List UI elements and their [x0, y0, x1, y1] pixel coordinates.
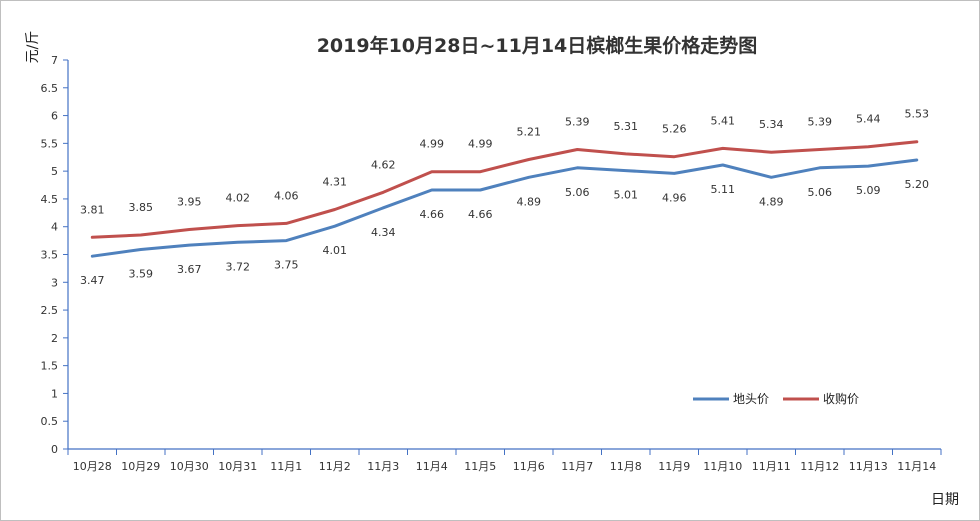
data-label: 3.67: [177, 263, 202, 276]
data-label: 3.47: [80, 274, 105, 287]
data-label: 3.72: [226, 260, 251, 273]
data-label: 4.66: [468, 208, 493, 221]
y-tick-label: 1.5: [41, 360, 59, 373]
data-label: 3.95: [177, 195, 202, 208]
y-tick-label: 4.5: [41, 193, 59, 206]
data-label: 5.31: [614, 120, 639, 133]
data-label: 5.26: [662, 123, 687, 136]
y-axis-title: 元/斤: [25, 31, 41, 64]
data-label: 4.89: [759, 195, 784, 208]
x-tick-label: 11月6: [513, 460, 545, 473]
x-tick-label: 11月13: [849, 460, 888, 473]
x-axis-ticks: 10月28 10月29 10月30 10月31 11月1 11月2 11月3 11月4 11月5…: [67, 449, 942, 473]
x-tick-label: 10月30: [170, 460, 209, 473]
data-label: 4.06: [274, 189, 299, 202]
y-tick-label: 3.5: [41, 249, 59, 262]
data-label: 5.39: [565, 115, 590, 128]
x-tick-label: 11月7: [561, 460, 593, 473]
y-tick-label: 6.5: [41, 82, 59, 95]
y-tick-label: 4: [51, 221, 58, 234]
y-tick-label: 6: [51, 110, 58, 123]
legend-label-0: 地头价: [733, 392, 769, 406]
series-line-0: [90, 158, 919, 258]
data-label: 4.96: [662, 191, 687, 204]
x-tick-label: 11月5: [464, 460, 496, 473]
data-label: 5.53: [905, 108, 930, 121]
data-label: 3.81: [80, 203, 105, 216]
data-label: 5.01: [614, 189, 639, 202]
x-tick-label: 11月4: [416, 460, 448, 473]
x-tick-label: 11月14: [897, 460, 936, 473]
data-label: 3.59: [129, 267, 154, 280]
data-label: 4.31: [323, 175, 348, 188]
series-line-1: [90, 140, 919, 239]
data-label: 4.99: [468, 138, 493, 151]
x-tick-label: 11月10: [703, 460, 742, 473]
data-label: 4.02: [226, 192, 251, 205]
x-tick-label: 11月12: [800, 460, 839, 473]
y-tick-label: 2.5: [41, 304, 59, 317]
legend-label-1: 收购价: [823, 391, 859, 406]
y-tick-label: 3: [51, 276, 58, 289]
y-tick-label: 5.5: [41, 137, 59, 150]
data-label: 3.75: [274, 259, 299, 272]
chart-title: 2019年10月28日~11月14日槟榔生果价格走势图: [317, 34, 758, 57]
y-tick-label: 2: [51, 332, 58, 345]
data-label: 5.06: [808, 186, 833, 199]
data-label: 5.06: [565, 186, 590, 199]
y-tick-label: 0: [51, 443, 58, 456]
x-tick-label: 10月29: [121, 460, 160, 473]
data-label: 4.01: [323, 244, 348, 257]
data-label: 5.34: [759, 118, 784, 131]
y-tick-label: 7: [51, 54, 58, 67]
data-labels: 3.47 3.59 3.67 3.72 3.75 4.01 4.34 4.66 4.66 4.89…: [80, 108, 929, 287]
data-label: 4.62: [371, 158, 396, 171]
x-axis-title: 日期: [931, 492, 959, 508]
data-label: 4.99: [420, 138, 445, 151]
y-tick-label: 5: [51, 165, 58, 178]
data-label: 5.41: [711, 114, 736, 127]
data-label: 5.21: [517, 125, 542, 138]
y-axis-ticks: 0 0.5 1 1.5 2 2.5 3 3.5 4 4.5 5 5.5 6 6.5 7: [41, 54, 68, 456]
data-label: 4.66: [420, 208, 445, 221]
y-tick-label: 0.5: [41, 415, 59, 428]
data-label: 4.89: [517, 195, 542, 208]
x-tick-label: 11月1: [270, 460, 302, 473]
data-label: 5.09: [856, 184, 881, 197]
x-tick-label: 10月28: [73, 460, 112, 473]
x-tick-label: 11月3: [367, 460, 399, 473]
x-tick-label: 11月8: [610, 460, 642, 473]
y-tick-label: 1: [51, 387, 58, 400]
data-label: 4.34: [371, 226, 396, 239]
data-label: 5.20: [905, 178, 930, 191]
x-tick-label: 11月2: [319, 460, 351, 473]
legend: 地头价 收购价: [693, 391, 859, 406]
x-tick-label: 10月31: [218, 460, 257, 473]
x-tick-label: 11月9: [658, 460, 690, 473]
x-tick-label: 11月11: [752, 460, 791, 473]
data-label: 5.44: [856, 113, 881, 126]
data-label: 5.39: [808, 115, 833, 128]
data-label: 3.85: [129, 201, 154, 214]
data-label: 5.11: [711, 183, 736, 196]
series-layer: [90, 140, 919, 258]
